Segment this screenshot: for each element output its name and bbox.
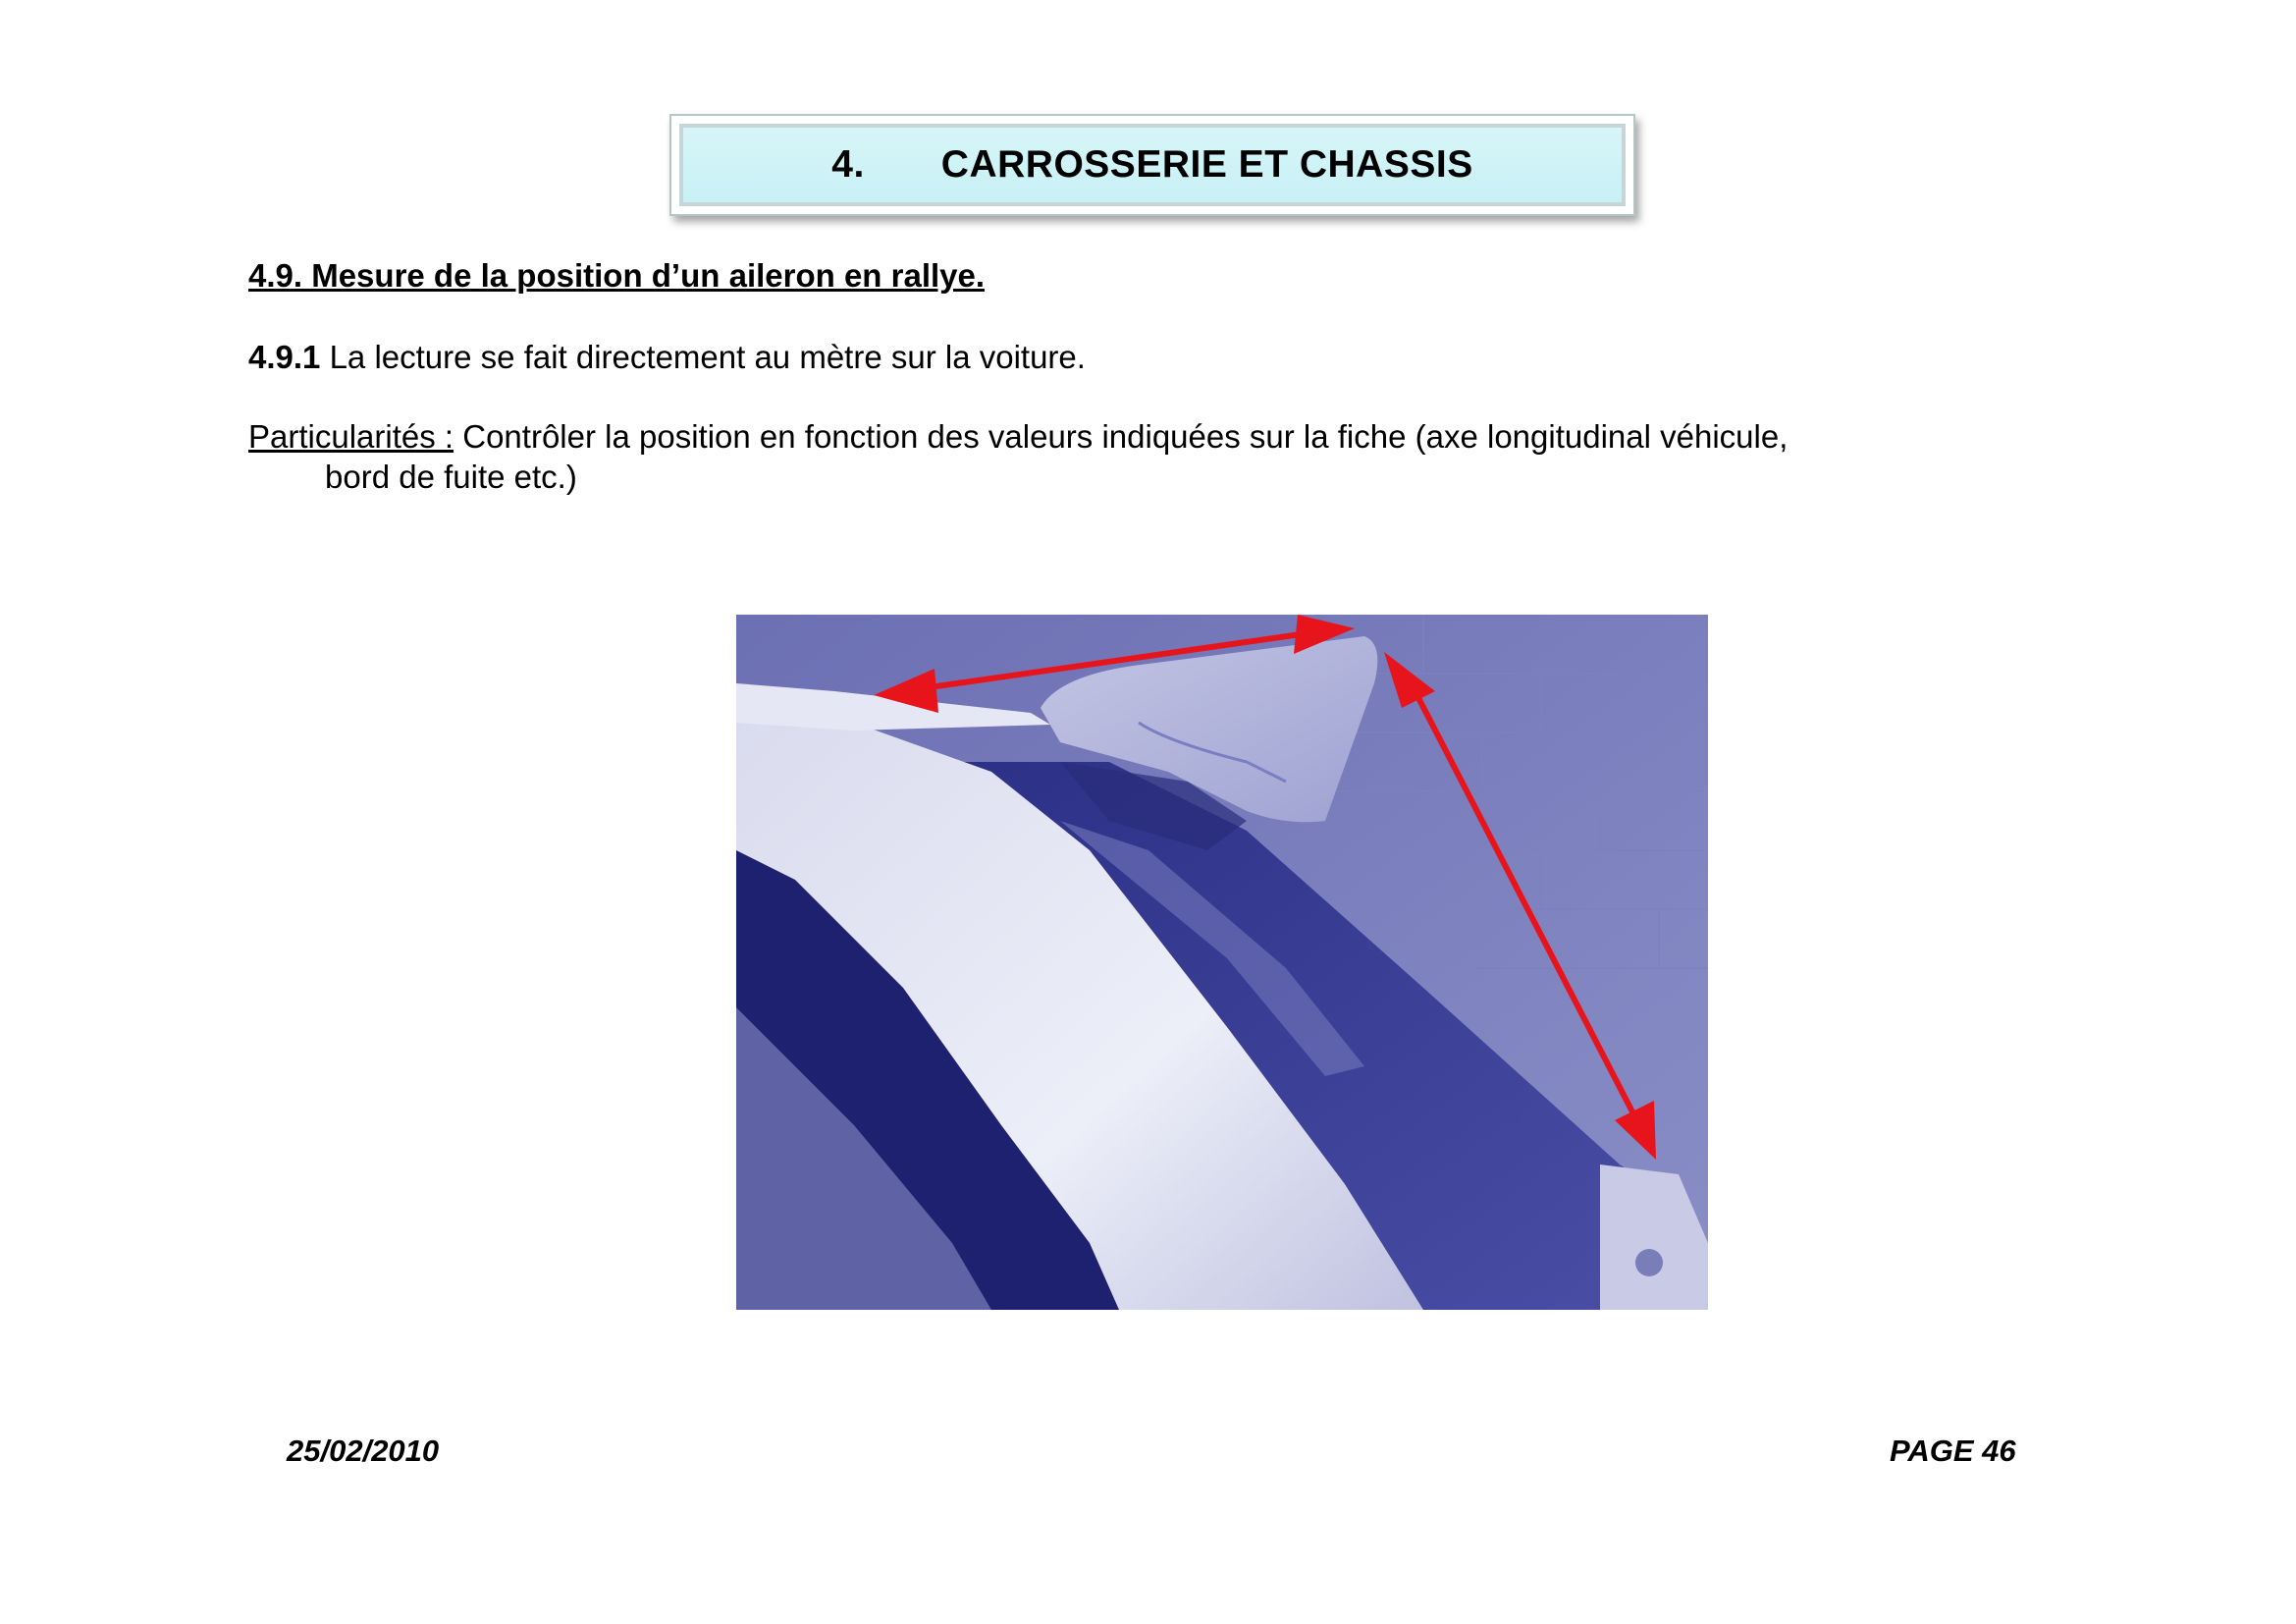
arrow-head-upper	[1384, 652, 1435, 708]
roof-edge	[736, 683, 1050, 731]
arrow-head-lower	[1615, 1101, 1656, 1160]
particularites-text: Contrôler la position en fonction des va…	[454, 418, 1789, 455]
paragraph-particularites: Particularités : Contrôler la position e…	[248, 416, 1788, 457]
measurement-arrows	[874, 615, 1656, 1160]
photo-illustration	[736, 615, 1708, 1310]
paragraph-text: La lecture se fait directement au mètre …	[320, 339, 1086, 375]
particularites-label: Particularités :	[248, 418, 454, 455]
chapter-header-box: 4. CARROSSERIE ET CHASSIS	[669, 114, 1635, 216]
paragraph-number: 4.9.1	[248, 339, 321, 375]
arrow-head-top	[1294, 615, 1355, 654]
arrow-head-left	[874, 669, 938, 713]
spoiler-support	[1060, 762, 1247, 850]
rear-wing-spoiler-photo	[736, 615, 1708, 1310]
side-window-reflection	[736, 1007, 991, 1310]
paragraph-4-9-1: 4.9.1 La lecture se fait directement au …	[248, 337, 1086, 377]
section-title: 4.9. Mesure de la position d’un aileron …	[248, 257, 986, 294]
footer-page-number: PAGE 46	[1890, 1434, 2016, 1468]
chapter-number: 4.	[831, 143, 865, 186]
footer-date: 25/02/2010	[287, 1434, 440, 1468]
arrow-diagonal-line	[1411, 686, 1642, 1127]
spoiler-crease	[1138, 721, 1287, 784]
chapter-title: CARROSSERIE ET CHASSIS	[940, 143, 1473, 186]
chapter-header: 4. CARROSSERIE ET CHASSIS	[679, 124, 1626, 206]
glass-reflection	[1060, 821, 1364, 1076]
arrow-horizontal-line	[922, 631, 1302, 691]
particularites-continuation: bord de fuite etc.)	[325, 459, 577, 495]
brand-badge	[1635, 1249, 1663, 1276]
spoiler-wing	[1041, 636, 1378, 823]
tailgate-edge	[1600, 1164, 1708, 1310]
